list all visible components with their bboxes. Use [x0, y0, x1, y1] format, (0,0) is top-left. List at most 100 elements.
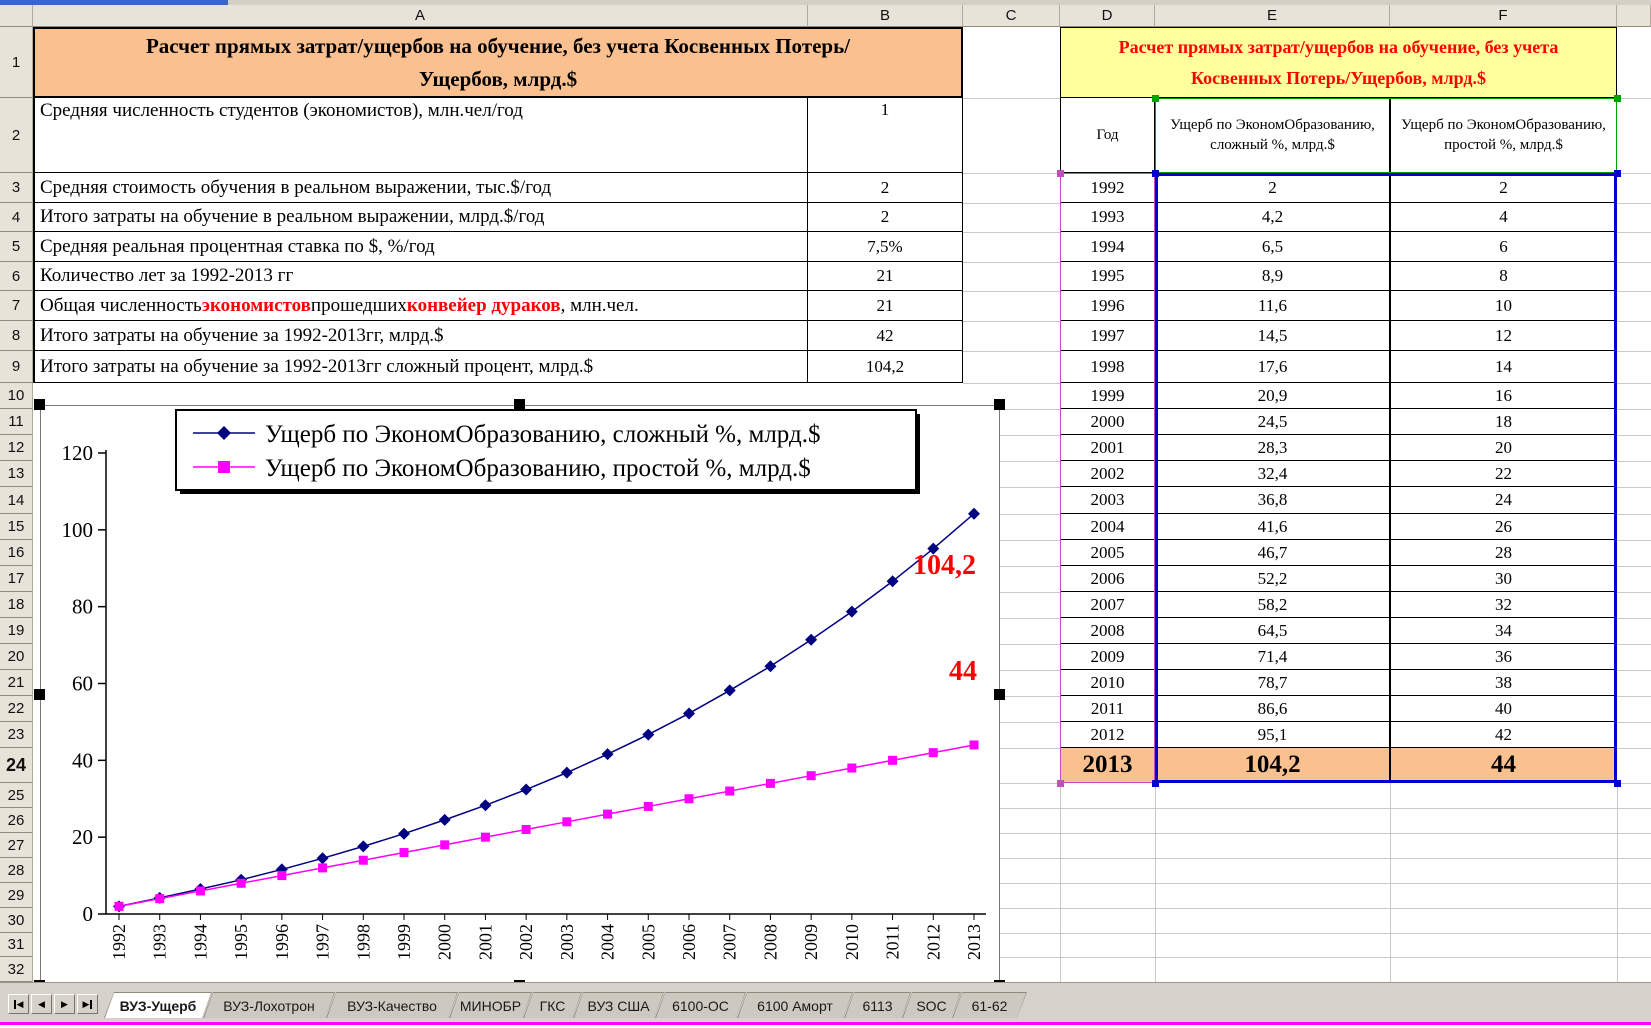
series1-value-cell[interactable]: 104,2 [1155, 748, 1390, 783]
sheet-tab-МИНОБР[interactable]: МИНОБР [449, 992, 532, 1018]
series1-value-cell[interactable]: 4,2 [1155, 203, 1390, 232]
chart-handle[interactable] [994, 399, 1005, 410]
sheet-tab-SOC[interactable]: SOC [902, 992, 961, 1018]
left-table-label[interactable]: Итого затраты на обучение в реальном выр… [33, 203, 808, 232]
row-header-22[interactable]: 22 [0, 696, 33, 722]
series1-value-cell[interactable]: 78,7 [1155, 670, 1390, 696]
row-header-26[interactable]: 26 [0, 808, 33, 833]
chart-handle[interactable] [34, 399, 45, 410]
column-header-D[interactable]: D [1060, 5, 1155, 27]
sheet-tab-ВУЗ-Лохотрон[interactable]: ВУЗ-Лохотрон [203, 992, 335, 1018]
left-table-value[interactable]: 21 [808, 262, 963, 291]
series2-value-cell[interactable]: 24 [1390, 487, 1617, 514]
sheet-tab-ГКС[interactable]: ГКС [523, 992, 582, 1018]
left-table-label[interactable]: Итого затраты на обучение за 1992-2013гг… [33, 351, 808, 383]
year-cell[interactable]: 2009 [1060, 644, 1155, 670]
year-cell[interactable]: 2011 [1060, 696, 1155, 722]
purple-range-handle[interactable] [1057, 780, 1064, 787]
series1-value-cell[interactable]: 28,3 [1155, 435, 1390, 461]
row-header-16[interactable]: 16 [0, 540, 33, 566]
left-table-label[interactable]: Количество лет за 1992-2013 гг [33, 262, 808, 291]
series2-value-cell[interactable]: 20 [1390, 435, 1617, 461]
year-cell[interactable]: 2010 [1060, 670, 1155, 696]
year-cell[interactable]: 1999 [1060, 383, 1155, 409]
series2-value-cell[interactable]: 30 [1390, 566, 1617, 592]
chart-handle[interactable] [514, 399, 525, 410]
column-header-partial[interactable] [1617, 5, 1651, 27]
right-table-column-header[interactable]: Год [1060, 98, 1155, 173]
column-header-A[interactable]: A [33, 5, 808, 27]
series2-value-cell[interactable]: 22 [1390, 461, 1617, 487]
embedded-chart[interactable]: 0 20 40 60 80 100 120 1992 1993 1994 1995 1996 1997 1… [40, 405, 1000, 986]
series1-value-cell[interactable]: 52,2 [1155, 566, 1390, 592]
left-table-label[interactable]: Средняя стоимость обучения в реальном вы… [33, 173, 808, 203]
series1-value-cell[interactable]: 24,5 [1155, 409, 1390, 435]
series2-value-cell[interactable]: 40 [1390, 696, 1617, 722]
year-cell[interactable]: 1994 [1060, 232, 1155, 262]
row-header-12[interactable]: 12 [0, 435, 33, 461]
left-table-title-cell[interactable]: Расчет прямых затрат/ущербов на обучение… [33, 27, 963, 98]
series1-value-cell[interactable]: 64,5 [1155, 618, 1390, 644]
blue-range-handle[interactable] [1614, 170, 1621, 177]
series2-value-cell[interactable]: 32 [1390, 592, 1617, 618]
row-header-7[interactable]: 7 [0, 291, 33, 321]
series2-value-cell[interactable]: 38 [1390, 670, 1617, 696]
row-header-18[interactable]: 18 [0, 592, 33, 618]
series1-value-cell[interactable]: 8,9 [1155, 262, 1390, 291]
series2-value-cell[interactable]: 44 [1390, 748, 1617, 783]
row-header-30[interactable]: 30 [0, 908, 33, 933]
column-header-F[interactable]: F [1390, 5, 1617, 27]
tab-nav-next-button[interactable]: ▶ [54, 994, 75, 1014]
left-table-value[interactable]: 2 [808, 173, 963, 203]
row-header-2[interactable]: 2 [0, 98, 33, 173]
series2-value-cell[interactable]: 4 [1390, 203, 1617, 232]
year-cell[interactable]: 2001 [1060, 435, 1155, 461]
series1-value-cell[interactable]: 95,1 [1155, 722, 1390, 748]
series2-value-cell[interactable]: 8 [1390, 262, 1617, 291]
year-cell[interactable]: 2005 [1060, 540, 1155, 566]
sheet-tab-6100-ОС[interactable]: 6100-ОС [655, 992, 746, 1018]
series2-value-cell[interactable]: 26 [1390, 514, 1617, 540]
left-table-label[interactable]: Общая численность экономистов прошедших … [33, 291, 808, 321]
row-header-6[interactable]: 6 [0, 262, 33, 291]
green-range-handle[interactable] [1614, 95, 1621, 102]
row-header-17[interactable]: 17 [0, 566, 33, 592]
left-table-value[interactable]: 1 [808, 98, 963, 173]
chart-handle[interactable] [994, 689, 1005, 700]
series1-value-cell[interactable]: 46,7 [1155, 540, 1390, 566]
year-cell[interactable]: 2000 [1060, 409, 1155, 435]
row-header-19[interactable]: 19 [0, 618, 33, 644]
series1-value-cell[interactable]: 41,6 [1155, 514, 1390, 540]
row-header-28[interactable]: 28 [0, 858, 33, 883]
row-header-3[interactable]: 3 [0, 173, 33, 203]
series1-value-cell[interactable]: 36,8 [1155, 487, 1390, 514]
sheet-tab-6100 Аморт[interactable]: 6100 Аморт [737, 992, 853, 1018]
year-cell[interactable]: 1993 [1060, 203, 1155, 232]
right-table-title-cell[interactable]: Расчет прямых затрат/ущербов на обучение… [1060, 27, 1617, 98]
sheet-tab-ВУЗ-Качество[interactable]: ВУЗ-Качество [326, 992, 458, 1018]
year-cell[interactable]: 1995 [1060, 262, 1155, 291]
series1-value-cell[interactable]: 20,9 [1155, 383, 1390, 409]
tab-nav-prev-button[interactable]: ◀ [31, 994, 52, 1014]
right-table-column-header[interactable]: Ущерб по ЭкономОбразованию, простой %, м… [1390, 98, 1617, 173]
left-table-value[interactable]: 2 [808, 203, 963, 232]
right-table-column-header[interactable]: Ущерб по ЭкономОбразованию, сложный %, м… [1155, 98, 1390, 173]
year-cell[interactable]: 2003 [1060, 487, 1155, 514]
series2-value-cell[interactable]: 16 [1390, 383, 1617, 409]
sheet-tab-61-62[interactable]: 61-62 [952, 992, 1027, 1018]
blue-range-handle[interactable] [1152, 170, 1159, 177]
year-cell[interactable]: 2012 [1060, 722, 1155, 748]
tab-nav-first-button[interactable]: ◀ [8, 994, 29, 1014]
year-cell[interactable]: 1998 [1060, 351, 1155, 383]
year-cell[interactable]: 1992 [1060, 173, 1155, 203]
left-table-value[interactable]: 7,5% [808, 232, 963, 262]
select-all-corner[interactable] [0, 5, 33, 27]
blue-range-handle[interactable] [1152, 780, 1159, 787]
column-header-B[interactable]: B [808, 5, 963, 27]
row-header-5[interactable]: 5 [0, 232, 33, 262]
left-table-label[interactable]: Средняя численность студентов (экономист… [33, 98, 808, 173]
series2-value-cell[interactable]: 36 [1390, 644, 1617, 670]
row-header-13[interactable]: 13 [0, 461, 33, 487]
year-cell[interactable]: 2004 [1060, 514, 1155, 540]
purple-range-handle[interactable] [1057, 170, 1064, 177]
